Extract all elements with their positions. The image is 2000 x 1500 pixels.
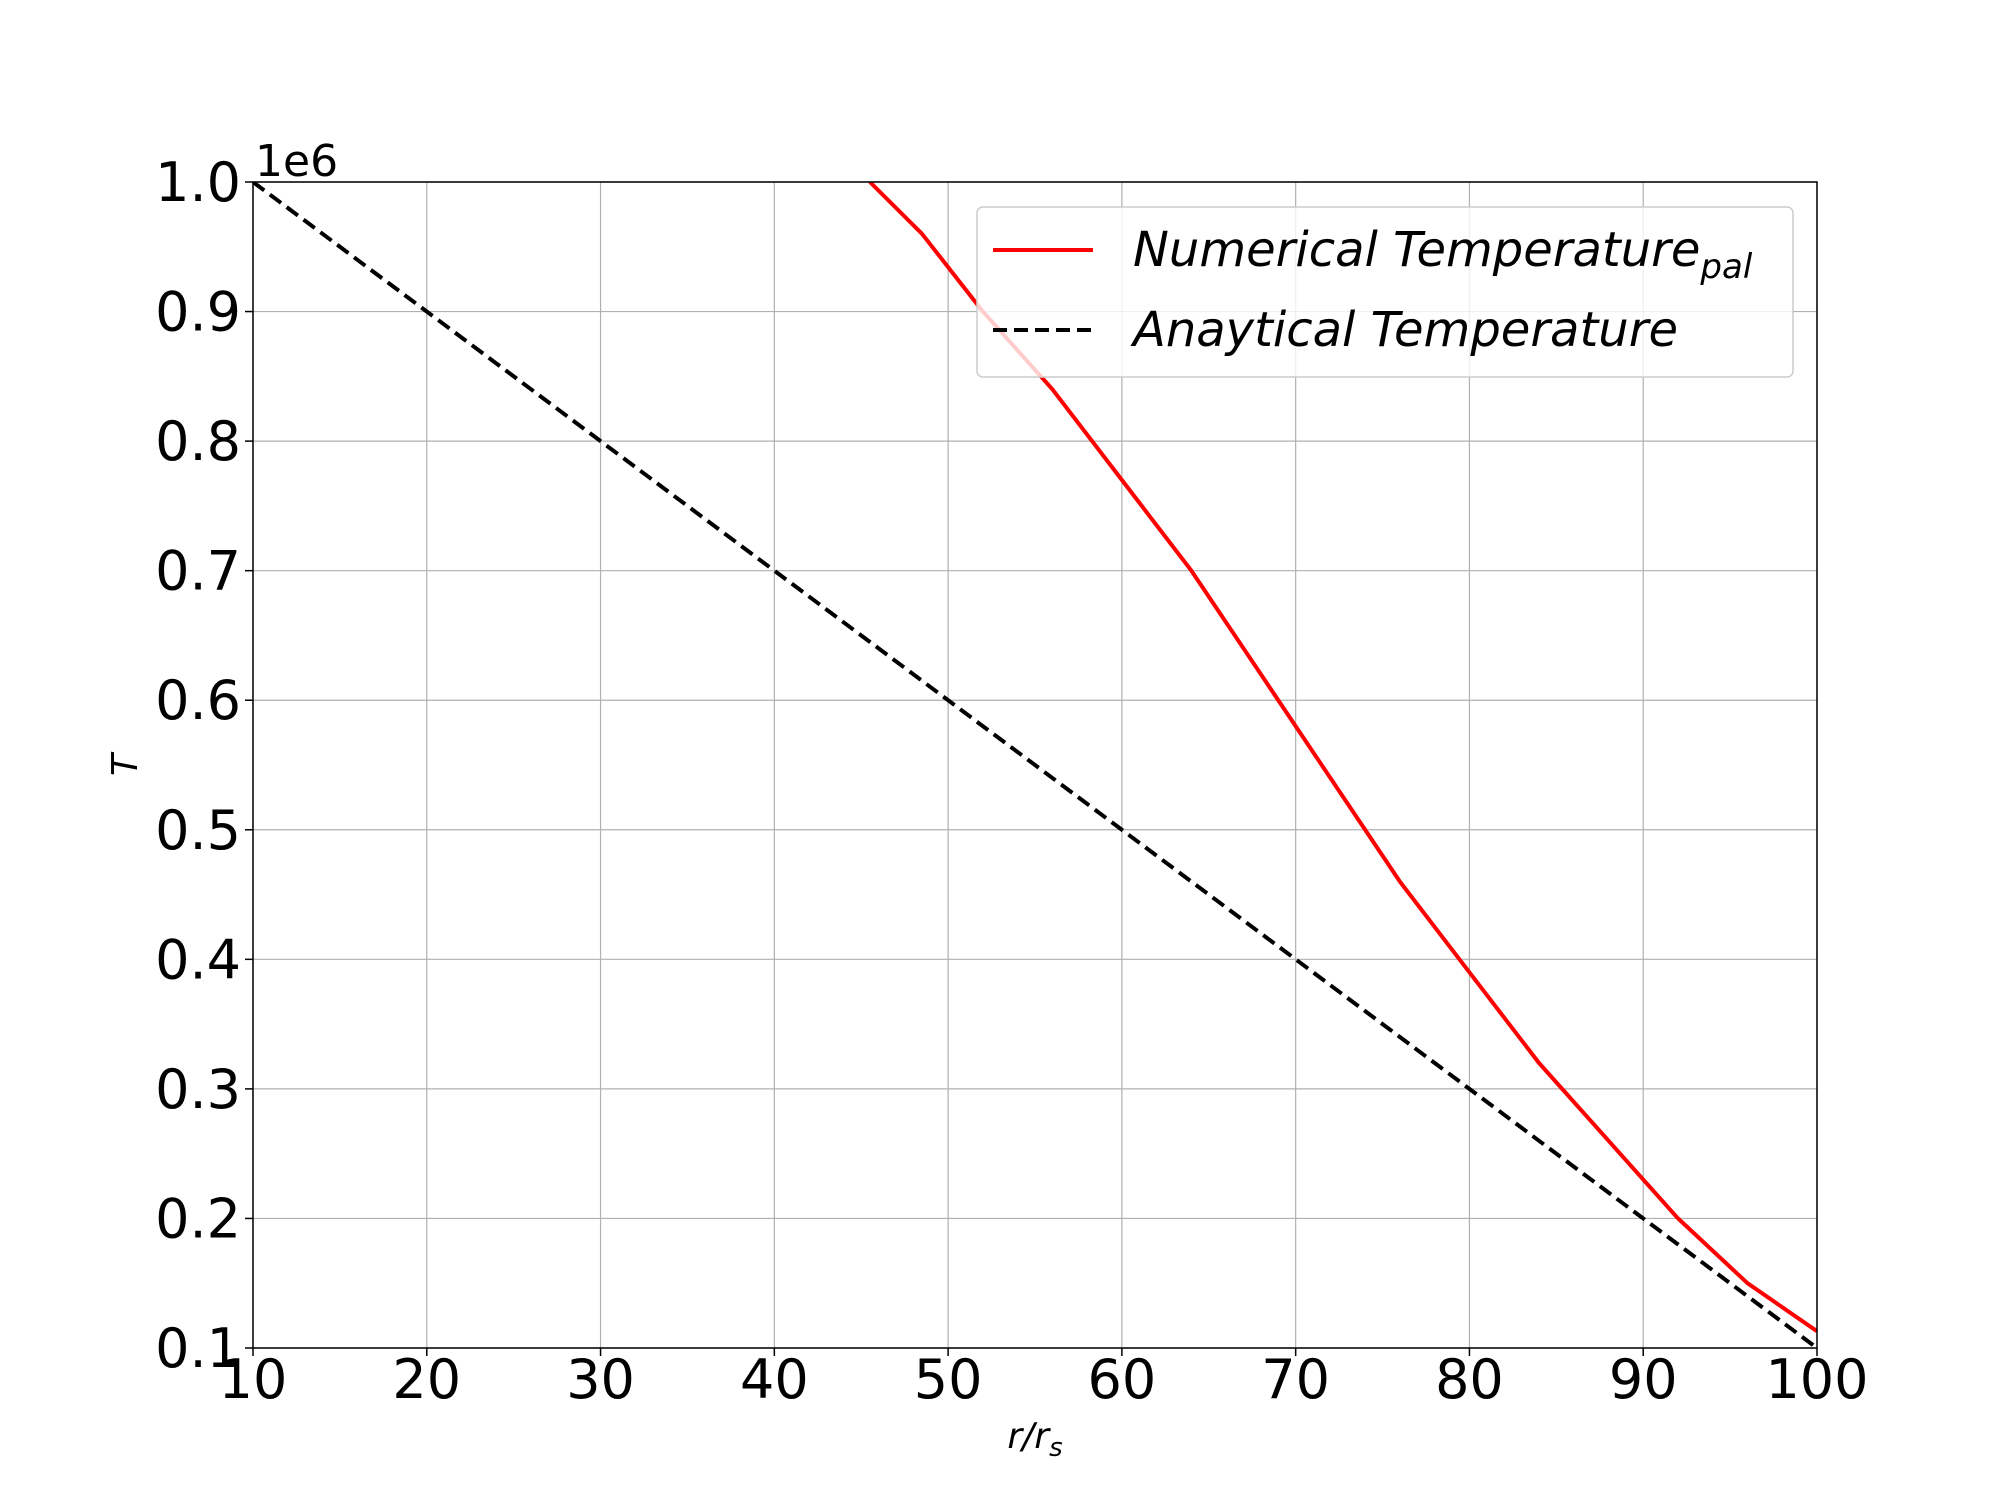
y-tick-label: 0.4 — [155, 928, 241, 991]
y-tick-label: 0.8 — [155, 410, 241, 473]
x-tick-label: 20 — [392, 1348, 461, 1411]
legend-label-numerical-main: Numerical Temperature — [1133, 222, 1700, 278]
x-tick-label: 10 — [219, 1348, 288, 1411]
x-tick-label: 50 — [914, 1348, 983, 1411]
y-tick-label: 0.1 — [155, 1317, 241, 1380]
x-tick-label: 100 — [1765, 1348, 1868, 1411]
x-tick-label: 90 — [1609, 1348, 1678, 1411]
x-axis-label: r/rs — [1007, 1416, 1062, 1463]
x-axis-ticks: 10 20 30 40 50 60 70 80 90 100 — [219, 1348, 1869, 1411]
y-tick-label: 0.5 — [155, 799, 241, 862]
x-tick-label: 60 — [1088, 1348, 1157, 1411]
series-line-analytical — [253, 182, 1817, 1348]
y-tick-label: 0.9 — [155, 281, 241, 344]
x-tick-label: 70 — [1261, 1348, 1330, 1411]
legend-box — [976, 206, 1794, 378]
y-tick-label: 0.6 — [155, 669, 241, 732]
x-axis-label-sub: s — [1049, 1433, 1063, 1463]
x-tick-label: 30 — [566, 1348, 635, 1411]
legend-label-numerical: Numerical Temperaturepal — [1133, 222, 1753, 287]
y-tick-label: 1.0 — [155, 151, 241, 214]
legend: Numerical Temperaturepal Anaytical Tempe… — [976, 206, 1794, 378]
y-offset-label: 1e6 — [255, 136, 338, 187]
y-tick-label: 0.2 — [155, 1187, 241, 1250]
legend-label-analytical: Anaytical Temperature — [1130, 302, 1678, 358]
legend-label-numerical-sub: pal — [1699, 247, 1752, 287]
y-axis-label: T — [105, 751, 146, 776]
x-axis-label-main: r/r — [1007, 1416, 1051, 1457]
x-tick-label: 80 — [1435, 1348, 1504, 1411]
x-tick-label: 40 — [740, 1348, 809, 1411]
y-tick-label: 0.7 — [155, 540, 241, 603]
y-axis-ticks: 0.1 0.2 0.3 0.4 0.5 0.6 0.7 0.8 0.9 1.0 — [155, 151, 253, 1380]
y-tick-label: 0.3 — [155, 1058, 241, 1121]
plot-frame — [252, 181, 1818, 1349]
